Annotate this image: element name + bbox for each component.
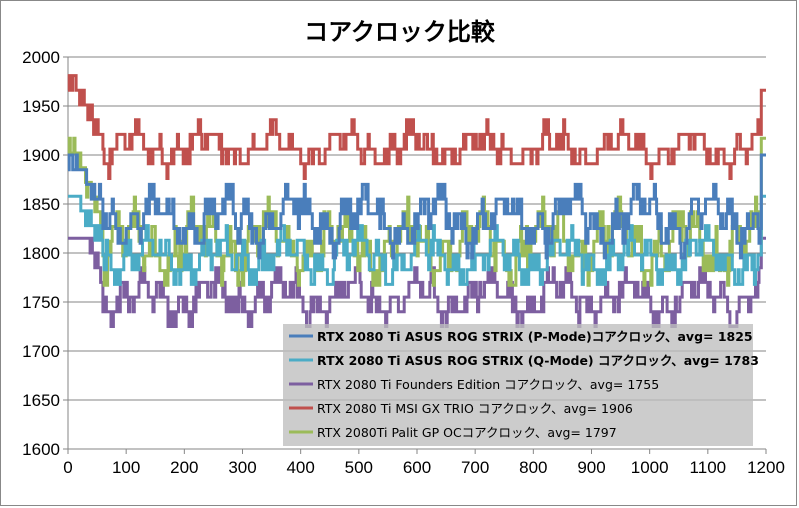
x-tick-label: 1100 (690, 458, 727, 477)
series-line (67, 74, 766, 180)
x-tick-label: 0 (63, 458, 72, 477)
y-tick-label: 1800 (22, 244, 60, 263)
chart-title: コアクロック比較 (304, 18, 495, 46)
x-tick-label: 700 (461, 458, 489, 477)
legend-label: RTX 2080 Ti Founders Edition コアクロック、avg=… (317, 377, 659, 392)
legend-box (283, 324, 753, 446)
x-tick-label: 500 (345, 458, 373, 477)
x-tick-label: 1000 (631, 458, 669, 477)
series-lines (67, 74, 766, 328)
y-tick-label: 1850 (22, 195, 60, 214)
y-tick-label: 1950 (22, 97, 60, 116)
legend-label: RTX 2080 Ti ASUS ROG STRIX (P-Mode)コアクロッ… (317, 329, 753, 344)
x-tick-label: 400 (286, 458, 314, 477)
y-tick-label: 1650 (22, 391, 60, 410)
legend-label: RTX 2080 Ti ASUS ROG STRIX (Q-Mode) コアクロ… (317, 353, 759, 368)
x-tick-label: 200 (170, 458, 198, 477)
y-tick-label: 1600 (22, 440, 60, 459)
series-line (68, 194, 766, 286)
axes: 1600 1650 1700 1750 1800 1850 1900 1950 2000 0 100… (22, 48, 785, 477)
legend: RTX 2080 Ti ASUS ROG STRIX (P-Mode)コアクロッ… (283, 324, 759, 446)
x-tick-label: 100 (112, 458, 140, 477)
x-tick-label: 900 (577, 458, 605, 477)
x-tick-label: 1200 (747, 458, 785, 477)
series-line (68, 236, 766, 328)
y-tick-label: 1700 (22, 342, 60, 361)
legend-label: RTX 2080Ti Palit GP OCコアクロック、avg= 1797 (317, 425, 617, 440)
x-tick-label: 300 (228, 458, 256, 477)
y-tick-label: 1900 (22, 146, 60, 165)
legend-label: RTX 2080 Ti MSI GX TRIO コアクロック、avg= 1906 (317, 401, 633, 416)
y-tick-label: 2000 (22, 48, 60, 67)
y-tick-label: 1750 (22, 293, 60, 312)
x-tick-label: 600 (403, 458, 431, 477)
x-tick-label: 800 (519, 458, 547, 477)
series-line (67, 153, 766, 260)
